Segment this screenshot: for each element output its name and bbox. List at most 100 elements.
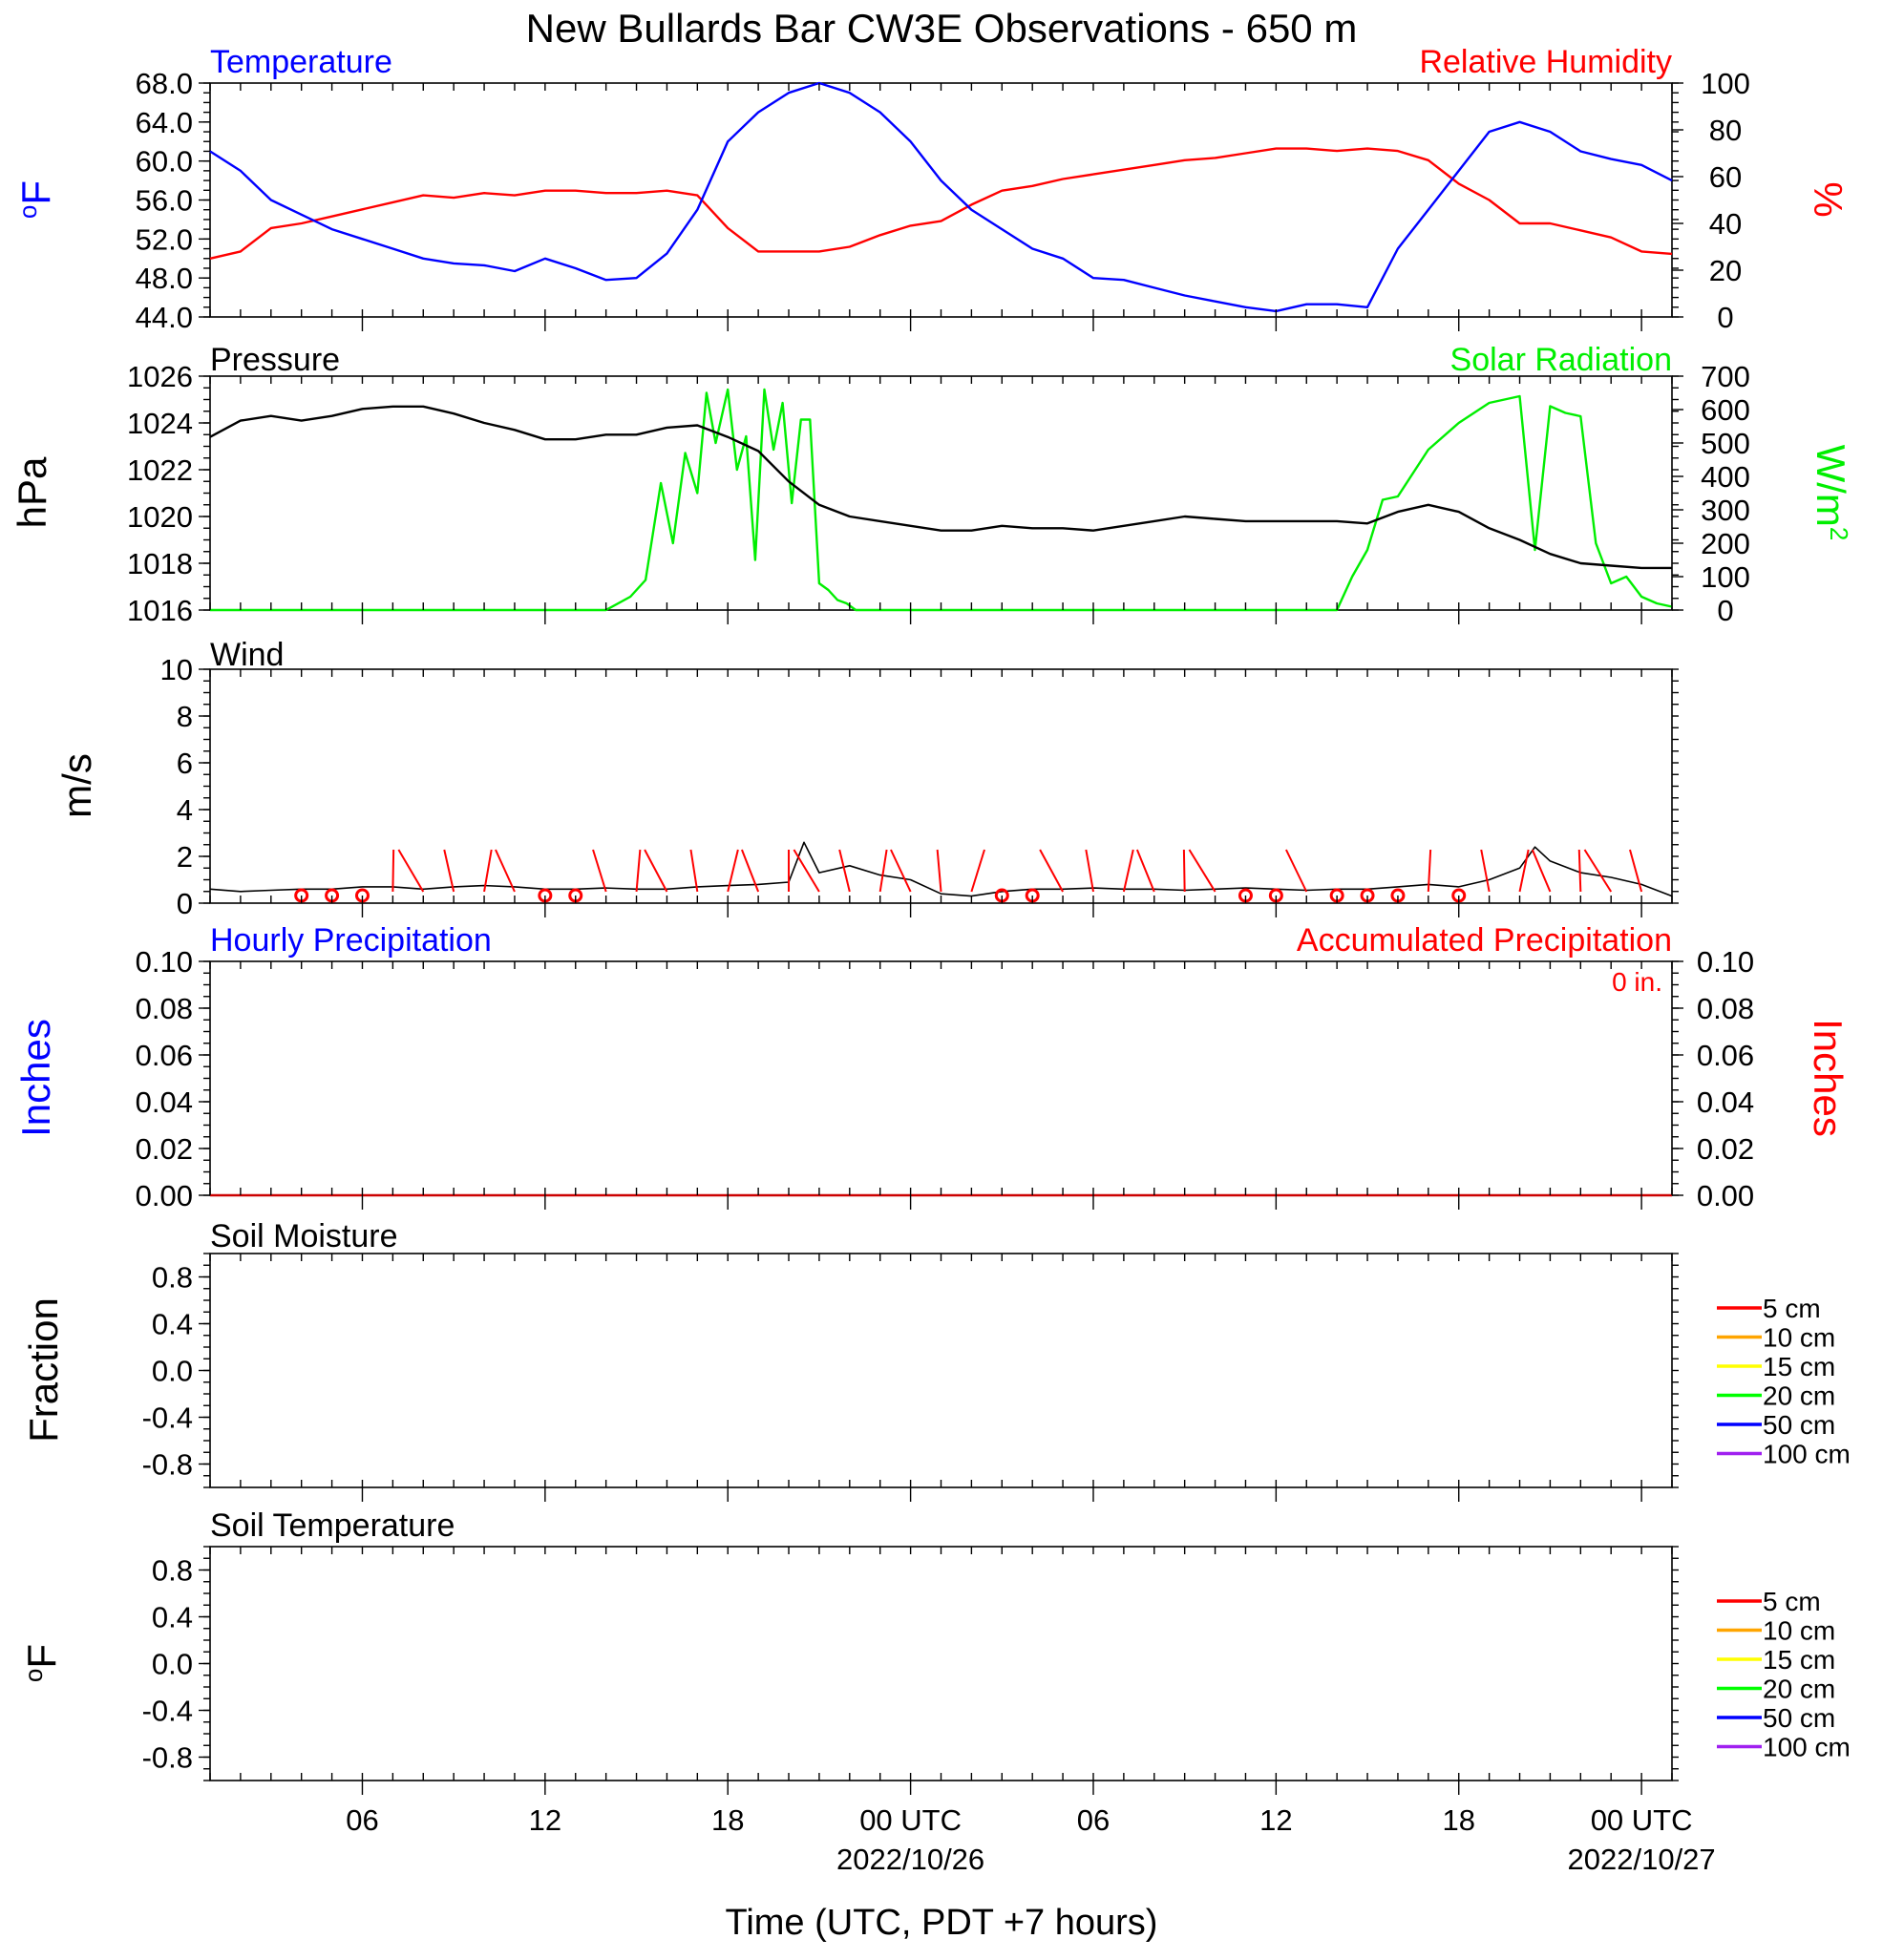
legend-label: 5 cm xyxy=(1763,1294,1821,1323)
solar-title: Solar Radiation xyxy=(1450,342,1672,378)
hourly-precip-unit: Inches xyxy=(13,1019,58,1137)
pressure-title: Pressure xyxy=(210,342,340,378)
precip-frame xyxy=(209,960,1673,1196)
humidity-tick-label: 20 xyxy=(1709,254,1742,287)
wind-barb xyxy=(890,849,912,893)
solar-tick-label: 0 xyxy=(1717,594,1733,627)
wind-barb xyxy=(689,849,699,893)
wind-barb xyxy=(1577,849,1582,893)
wind-frame xyxy=(209,668,1673,904)
wind-tick-label: 6 xyxy=(177,747,193,780)
legend-label: 20 cm xyxy=(1763,1381,1835,1411)
time-tick-label: 06 xyxy=(346,1803,378,1837)
temperature-ticks: 44.0 48.0 52.0 56.0 60.0 64.0 68.0 xyxy=(136,67,1679,334)
soil-temp-tick-label: 0.8 xyxy=(152,1554,193,1588)
legend-label: 20 cm xyxy=(1763,1675,1835,1704)
temperature-tick-label: 44.0 xyxy=(136,301,193,334)
wind-barb xyxy=(391,849,395,893)
legend-label: 100 cm xyxy=(1763,1733,1851,1762)
temperature-tick-label: 48.0 xyxy=(136,262,193,295)
temperature-tick-label: 64.0 xyxy=(136,106,193,139)
soil-temp-tick-label: -0.8 xyxy=(142,1741,193,1775)
pressure-tick-label: 1022 xyxy=(127,453,193,487)
wind-barb xyxy=(1285,849,1308,893)
panel-wind: Wind m/s 0 2 4 6 8 10 xyxy=(54,637,1679,920)
panel-temperature-humidity: Temperature Relative Humidity oF % 44.04… xyxy=(13,44,1851,334)
soil-temp-tick-label: 0.4 xyxy=(152,1601,193,1634)
humidity-tick-label: 60 xyxy=(1709,160,1742,194)
pressure-solar-frame xyxy=(209,375,1673,611)
wind-barb xyxy=(1182,849,1186,893)
soil-moisture-title: Soil Moisture xyxy=(210,1218,398,1254)
pressure-tick-label: 1020 xyxy=(127,500,193,534)
humidity-line xyxy=(209,147,1673,260)
solar-tick-label: 700 xyxy=(1701,360,1750,393)
legend-label: 15 cm xyxy=(1763,1645,1835,1675)
soil-temp-ticks: -0.8 -0.4 0.0 0.4 0.8 xyxy=(142,1546,1679,1781)
legend-label: 50 cm xyxy=(1763,1410,1835,1440)
wind-series xyxy=(209,841,1673,903)
wind-barb xyxy=(1427,849,1432,893)
solar-tick-label: 200 xyxy=(1701,527,1750,560)
humidity-tick-label: 40 xyxy=(1709,207,1742,241)
soil-moisture-tick-label: -0.4 xyxy=(142,1402,193,1435)
wind-barb xyxy=(1085,849,1094,893)
wind-barb xyxy=(878,849,888,893)
wind-barb xyxy=(1583,849,1613,893)
legend-label: 5 cm xyxy=(1763,1587,1821,1616)
date-tick-label: 2022/10/27 xyxy=(1568,1843,1716,1876)
soil-temp-tick-label: -0.4 xyxy=(142,1695,193,1728)
soil-temp-unit: oF xyxy=(19,1644,64,1682)
wind-barb xyxy=(397,849,425,893)
solar-line xyxy=(210,388,1673,612)
wind-ticks: 0 2 4 6 8 10 xyxy=(160,653,1679,920)
precip-left-ticks: 0.00 0.02 0.04 0.06 0.08 0.10 xyxy=(136,945,1679,1212)
wind-barb xyxy=(970,849,985,893)
wind-barb xyxy=(936,849,942,893)
wind-barb xyxy=(1629,849,1643,893)
pressure-unit: hPa xyxy=(10,456,54,528)
panel-pressure-solar: Pressure Solar Radiation hPa W/m2 1016 10… xyxy=(10,342,1853,627)
soil-moisture-tick-label: -0.8 xyxy=(142,1448,193,1482)
temperature-series xyxy=(209,81,1673,313)
wind-barb xyxy=(838,849,851,893)
solar-tick-label: 100 xyxy=(1701,560,1750,594)
pressure-tick-label: 1016 xyxy=(127,594,193,627)
time-tick-label: 12 xyxy=(1259,1803,1292,1837)
soil-moisture-tick-label: 0.0 xyxy=(152,1355,193,1388)
time-tick-label: 00 UTC xyxy=(859,1803,962,1837)
humidity-tick-label: 100 xyxy=(1701,67,1750,100)
precip-right-tick-label: 0.00 xyxy=(1697,1179,1754,1212)
precip-left-tick-label: 0.10 xyxy=(136,945,193,979)
hourly-precip-title: Hourly Precipitation xyxy=(210,922,492,959)
wind-barb xyxy=(483,849,493,893)
time-tick-label: 00 UTC xyxy=(1591,1803,1693,1837)
precip-total-label: 0 in. xyxy=(1612,967,1662,997)
precip-left-tick-label: 0.04 xyxy=(136,1085,193,1119)
temperature-tick-label: 68.0 xyxy=(136,67,193,100)
precip-right-tick-label: 0.08 xyxy=(1697,992,1754,1025)
precip-right-tick-label: 0.06 xyxy=(1697,1039,1754,1072)
wind-speed-line xyxy=(209,841,1673,897)
date-tick-label: 2022/10/26 xyxy=(836,1843,984,1876)
legend-label: 50 cm xyxy=(1763,1703,1835,1733)
humidity-tick-label: 0 xyxy=(1717,301,1733,334)
precip-right-tick-label: 0.04 xyxy=(1697,1085,1754,1119)
precip-right-tick-label: 0.02 xyxy=(1697,1132,1754,1166)
wind-barb xyxy=(793,849,820,893)
wind-barb xyxy=(443,849,455,893)
temperature-title: Temperature xyxy=(210,44,392,80)
temp-rh-frame xyxy=(209,82,1673,318)
legend-label: 100 cm xyxy=(1763,1440,1851,1469)
wind-tick-label: 8 xyxy=(177,700,193,733)
legend-label: 10 cm xyxy=(1763,1323,1835,1353)
precip-left-tick-label: 0.08 xyxy=(136,992,193,1025)
soil-moisture-tick-label: 0.8 xyxy=(152,1261,193,1295)
figure-title: New Bullards Bar CW3E Observations - 650… xyxy=(526,6,1358,51)
precip-left-tick-label: 0.06 xyxy=(136,1039,193,1072)
time-tick-label: 18 xyxy=(711,1803,744,1837)
precip-right-ticks: 0.00 0.02 0.04 0.06 0.08 0.10 xyxy=(1672,945,1754,1212)
solar-unit: W/m2 xyxy=(1809,445,1853,541)
panel-soil-temperature: Soil Temperature oF -0.8 -0.4 0.0 0.4 0.8 5 … xyxy=(19,1507,1851,1781)
